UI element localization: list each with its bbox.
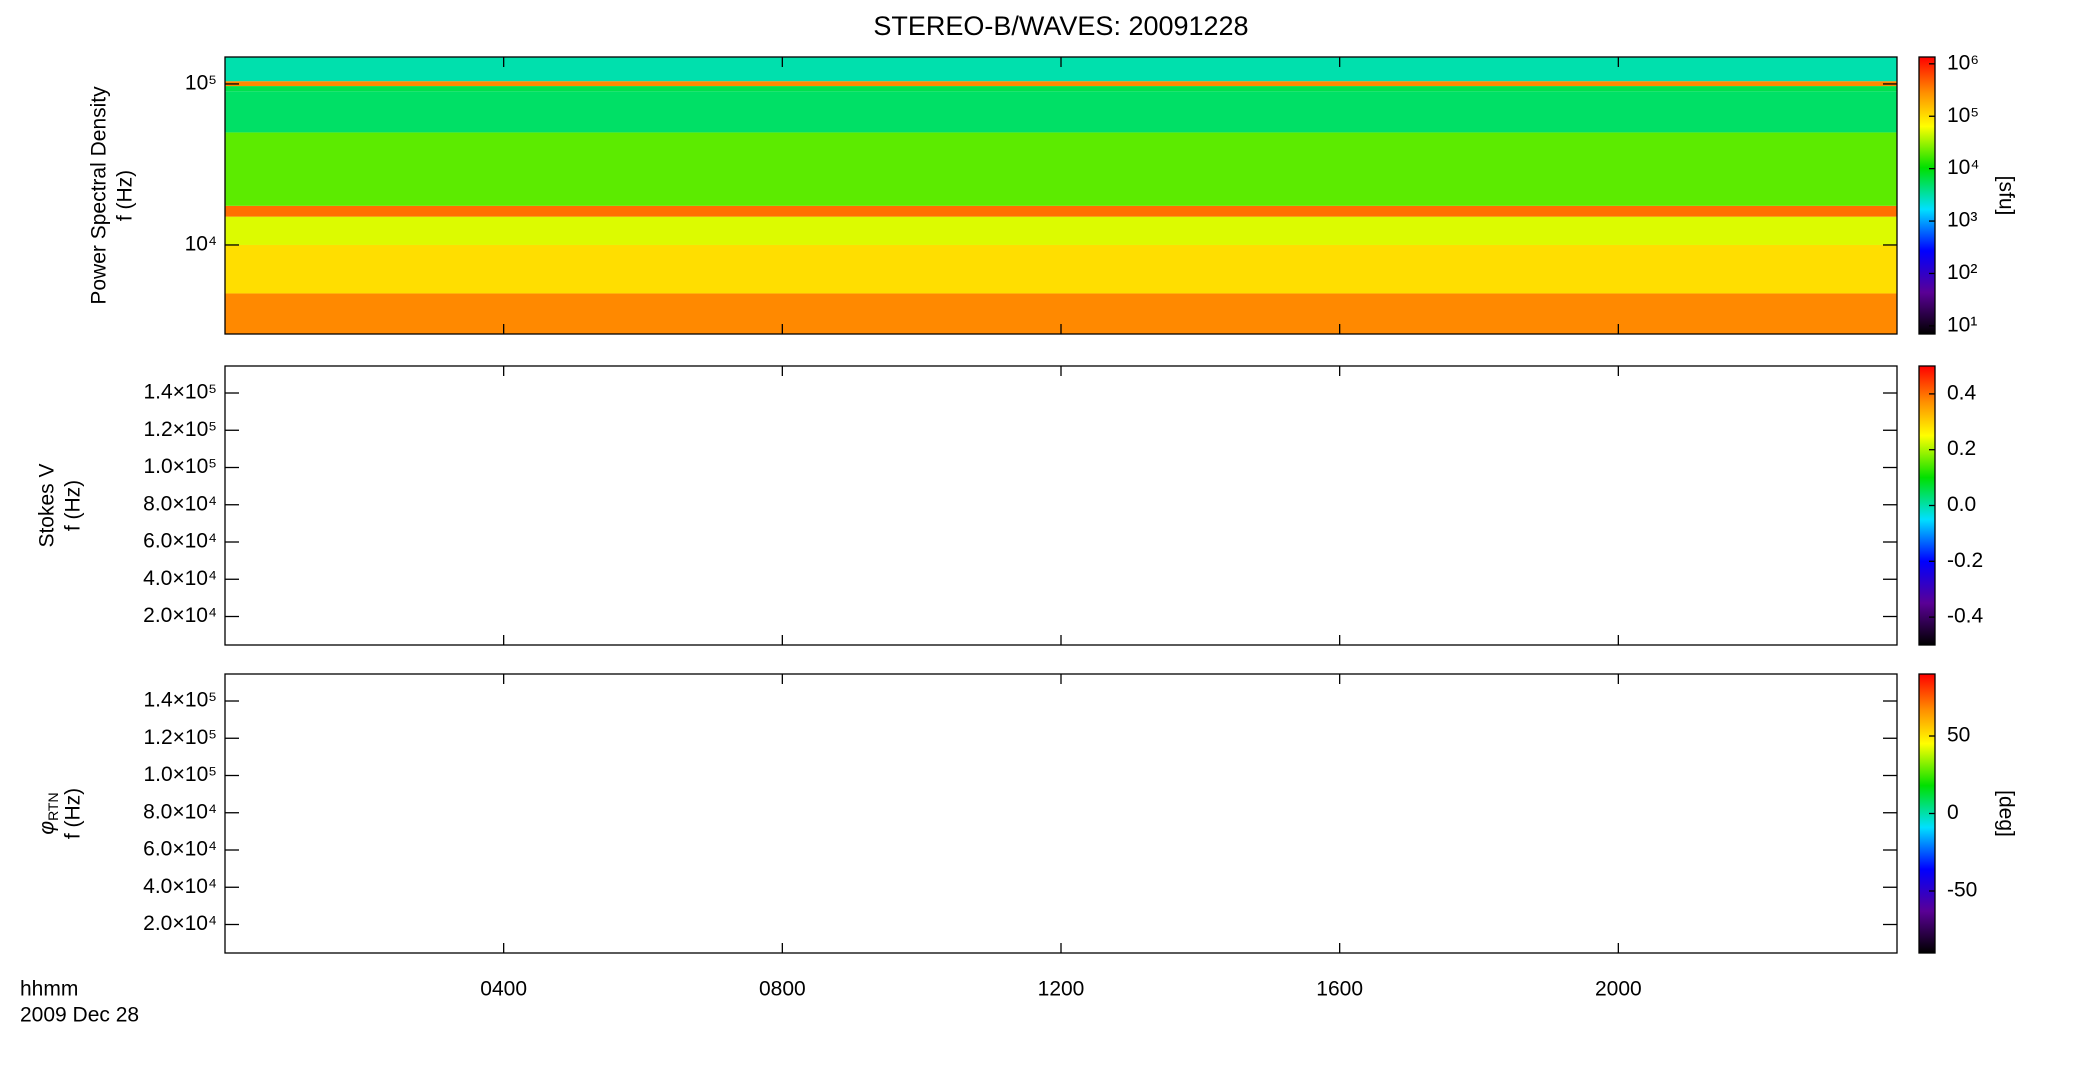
colorbar-tick-label: -0.4: [1947, 605, 1984, 628]
colorbar-tick-label: 0.4: [1947, 381, 1977, 404]
y-tick-label: 1.2×10⁵: [143, 418, 217, 441]
spectrogram-band: [225, 132, 1897, 206]
colorbar-tick-label: -0.2: [1947, 549, 1983, 572]
spectrogram-band: [225, 91, 1897, 133]
y-tick-label: 1.2×10⁵: [143, 726, 217, 749]
y-tick-label: 8.0×10⁴: [143, 492, 217, 515]
spectrogram-band: [225, 205, 1897, 217]
spectrogram-band: [225, 244, 1897, 294]
y-tick-label: 1.0×10⁵: [143, 763, 217, 786]
colorbar-tick-label: 0.2: [1947, 437, 1976, 460]
colorbar-tick-label: 10¹: [1947, 313, 1977, 336]
date-label: 2009 Dec 28: [20, 1004, 139, 1027]
colorbar-tick-label: 0: [1947, 801, 1959, 824]
plot-frame: [224, 673, 1898, 954]
y-tick-label: 8.0×10⁴: [143, 800, 217, 823]
chart-title: STEREO-B/WAVES: 20091228: [873, 11, 1248, 41]
y-tick-label: 1.4×10⁵: [143, 689, 217, 712]
y-tick-label: 10⁵: [185, 71, 217, 94]
y-axis-title: φRTN: [36, 792, 61, 834]
colorbar-tick-label: 50: [1947, 724, 1970, 747]
colorbar-tick-label: -50: [1947, 879, 1977, 902]
plot-frame: [224, 365, 1898, 646]
y-tick-label: 2.0×10⁴: [143, 604, 217, 627]
colorbar: [1918, 56, 1936, 335]
y-axis-subtitle: f (Hz): [62, 788, 85, 839]
colorbar-title: [sfu]: [1994, 176, 2017, 216]
y-tick-label: 4.0×10⁴: [143, 875, 217, 898]
x-tick-label: 0800: [759, 978, 806, 1001]
spectrogram-band: [225, 81, 1897, 87]
x-tick-label: 1200: [1038, 978, 1085, 1001]
y-tick-label: 1.4×10⁵: [143, 381, 217, 404]
y-tick-label: 1.0×10⁵: [143, 455, 217, 478]
y-tick-label: 6.0×10⁴: [143, 838, 217, 861]
y-axis-title-sub: RTN: [45, 792, 61, 821]
colorbar-tick-label: 10³: [1947, 209, 1977, 232]
y-axis-title: Power Spectral Density: [88, 86, 111, 305]
y-tick-label: 6.0×10⁴: [143, 530, 217, 553]
x-tick-label: 2000: [1595, 978, 1642, 1001]
y-axis-subtitle: f (Hz): [62, 480, 85, 531]
colorbar-tick-label: 10⁶: [1947, 51, 1979, 74]
y-tick-label: 10⁴: [185, 233, 217, 256]
time-label: hhmm: [20, 978, 78, 1001]
colorbar-tick-label: 0.0: [1947, 493, 1976, 516]
colorbar-tick-label: 10⁵: [1947, 104, 1979, 127]
colorbar-tick-label: 10²: [1947, 261, 1977, 284]
x-tick-label: 1600: [1316, 978, 1363, 1001]
colorbar-title: [deg]: [1994, 790, 2017, 837]
y-tick-label: 4.0×10⁴: [143, 567, 217, 590]
spectrogram-band: [225, 86, 1897, 92]
colorbar-tick-label: 10⁴: [1947, 156, 1979, 179]
y-axis-title: Stokes V: [36, 463, 59, 547]
y-tick-label: 2.0×10⁴: [143, 912, 217, 935]
spectrogram-band: [225, 216, 1897, 245]
x-tick-label: 0400: [480, 978, 527, 1001]
y-axis-subtitle: f (Hz): [114, 170, 137, 221]
